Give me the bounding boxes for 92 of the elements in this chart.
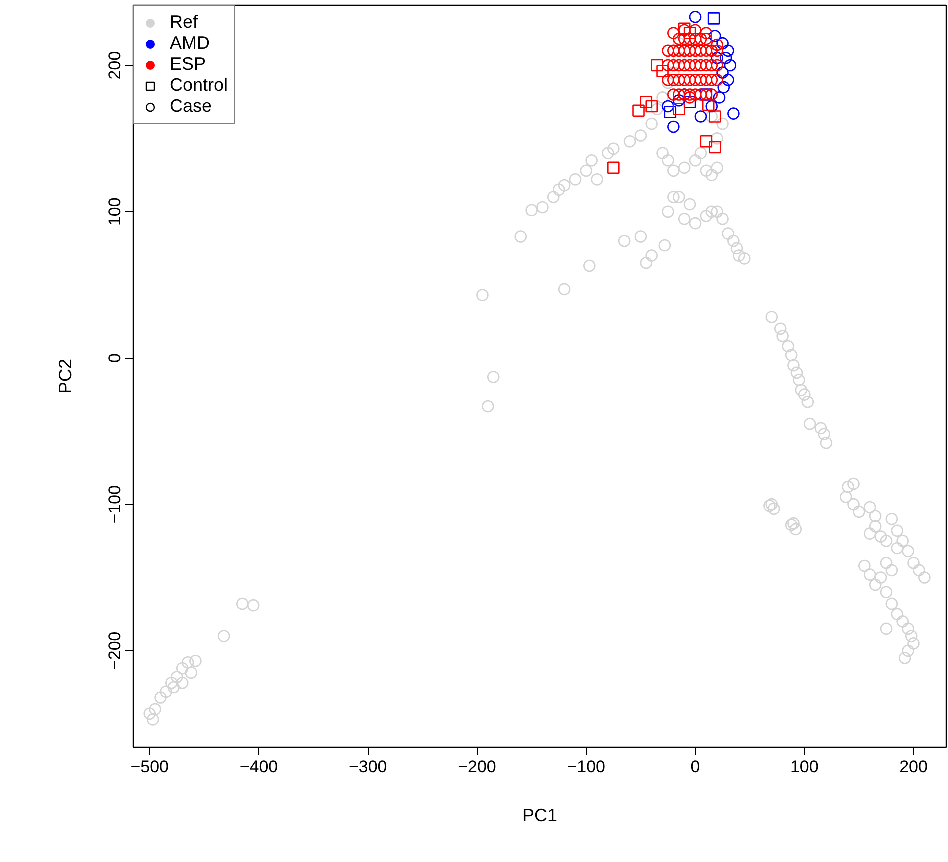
legend-label: Case — [170, 96, 212, 117]
point — [662, 100, 674, 113]
point — [711, 59, 724, 72]
point — [694, 74, 708, 86]
point — [672, 74, 686, 86]
x-axis-title: PC1 — [522, 806, 558, 826]
point — [709, 30, 722, 42]
point — [668, 74, 680, 86]
point — [706, 88, 718, 101]
point — [694, 44, 708, 58]
point — [672, 94, 686, 107]
point — [689, 88, 702, 101]
point — [720, 52, 732, 64]
point — [709, 110, 722, 123]
point — [684, 44, 696, 58]
point — [689, 11, 702, 24]
point — [694, 110, 708, 123]
point — [724, 59, 737, 72]
point — [684, 27, 696, 40]
point — [662, 59, 674, 72]
point — [672, 103, 686, 116]
x-tick-label: 200 — [900, 758, 928, 776]
x-tick-label: −400 — [240, 758, 278, 776]
point — [678, 74, 691, 86]
point — [656, 65, 669, 78]
point — [668, 59, 680, 72]
point — [700, 33, 713, 46]
point — [706, 59, 718, 72]
point — [684, 88, 696, 101]
point — [700, 74, 713, 86]
point — [689, 44, 702, 58]
point — [700, 27, 713, 40]
y-tick-label: −100 — [106, 485, 124, 524]
y-tick-label: 200 — [106, 51, 124, 80]
point — [678, 59, 691, 72]
y-tick-label: 100 — [106, 198, 124, 226]
point — [678, 33, 691, 46]
point — [672, 33, 686, 46]
legend-label: AMD — [170, 33, 210, 54]
point — [662, 74, 674, 86]
point — [672, 59, 686, 72]
point — [651, 59, 664, 72]
x-tick-label: −100 — [567, 758, 606, 776]
point — [711, 44, 724, 58]
point — [711, 38, 724, 52]
point — [722, 44, 734, 58]
point — [668, 88, 680, 101]
point — [608, 162, 620, 174]
point — [722, 74, 734, 86]
point — [672, 44, 686, 58]
point — [694, 59, 708, 72]
point — [716, 66, 729, 79]
point — [711, 52, 724, 64]
point — [662, 44, 674, 58]
point — [672, 88, 686, 101]
y-axis-title: PC2 — [56, 358, 76, 394]
point — [728, 108, 740, 120]
point — [668, 27, 680, 40]
point — [664, 106, 677, 118]
point — [718, 81, 730, 94]
point — [689, 74, 702, 86]
legend-label: Ref — [170, 12, 198, 33]
point — [709, 141, 722, 154]
point — [700, 135, 713, 148]
point — [711, 74, 724, 86]
x-tick-label: 0 — [690, 758, 700, 776]
x-tick-label: −300 — [348, 758, 388, 776]
point — [684, 74, 696, 86]
point — [708, 12, 720, 25]
point — [668, 44, 680, 58]
point — [713, 92, 726, 104]
point — [646, 100, 658, 113]
point — [684, 92, 696, 104]
x-tick-label: −200 — [458, 758, 496, 776]
point — [640, 96, 653, 108]
point — [716, 37, 729, 50]
legend-label: Control — [170, 75, 228, 96]
point — [668, 120, 680, 134]
point — [706, 44, 718, 58]
point — [689, 59, 702, 72]
x-tick-label: −500 — [130, 758, 170, 776]
point — [700, 44, 713, 58]
y-tick-label: 0 — [106, 353, 124, 363]
y-tick-label: −200 — [106, 632, 124, 670]
legend-label: ESP — [170, 54, 206, 75]
point — [684, 59, 696, 72]
point — [694, 88, 708, 101]
x-tick-label: 100 — [790, 758, 819, 776]
point — [706, 100, 718, 113]
point — [632, 104, 645, 118]
point — [706, 74, 718, 86]
point — [702, 98, 715, 112]
